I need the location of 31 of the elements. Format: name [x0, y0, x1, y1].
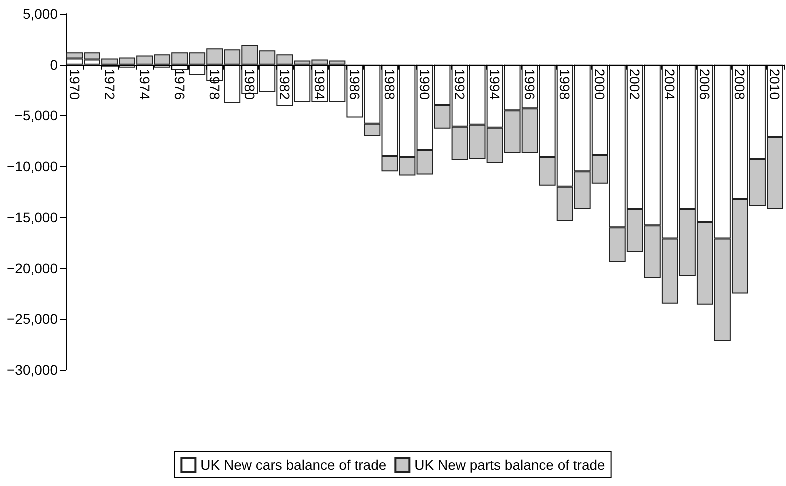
x-tick-label: 2004	[662, 68, 678, 100]
x-tick-label: 1996	[522, 68, 538, 100]
x-tick-label: 1990	[417, 68, 433, 100]
x-tick-label: 2006	[697, 68, 714, 100]
x-tick-label: 1988	[382, 68, 398, 100]
x-tick-label: 1986	[346, 68, 363, 100]
y-tick-label: −15,000	[7, 209, 58, 226]
x-tick-label: 2000	[592, 68, 608, 100]
x-tick-label: 1976	[172, 68, 188, 100]
legend-label: UK New parts balance of trade	[414, 457, 606, 473]
y-tick-label: −25,000	[7, 311, 58, 328]
x-tick-label: 1974	[136, 68, 153, 100]
y-tick-label: −10,000	[7, 158, 58, 175]
x-tick-label: 1994	[487, 68, 504, 100]
x-tick-label: 2010	[767, 68, 784, 100]
x-tick-label: 2002	[627, 68, 644, 100]
x-tick-label: 1972	[102, 68, 118, 100]
y-tick-label: −5,000	[14, 108, 58, 124]
x-tick-label: 1980	[242, 68, 258, 100]
x-tick-label: 1970	[66, 68, 83, 100]
x-tick-label: 2008	[732, 68, 748, 100]
x-tick-label: 1992	[452, 68, 468, 100]
y-tick-label: 0	[50, 56, 58, 73]
x-tick-label: 1998	[557, 68, 574, 100]
legend-label: UK New cars balance of trade	[200, 457, 387, 473]
x-tick-label: 1982	[276, 68, 293, 100]
x-tick-label: 1984	[312, 68, 328, 100]
y-tick-label: −20,000	[7, 260, 58, 276]
y-tick-label: 5,000	[22, 6, 58, 22]
y-tick-label: −30,000	[7, 362, 58, 378]
x-tick-label: 1978	[206, 68, 223, 100]
